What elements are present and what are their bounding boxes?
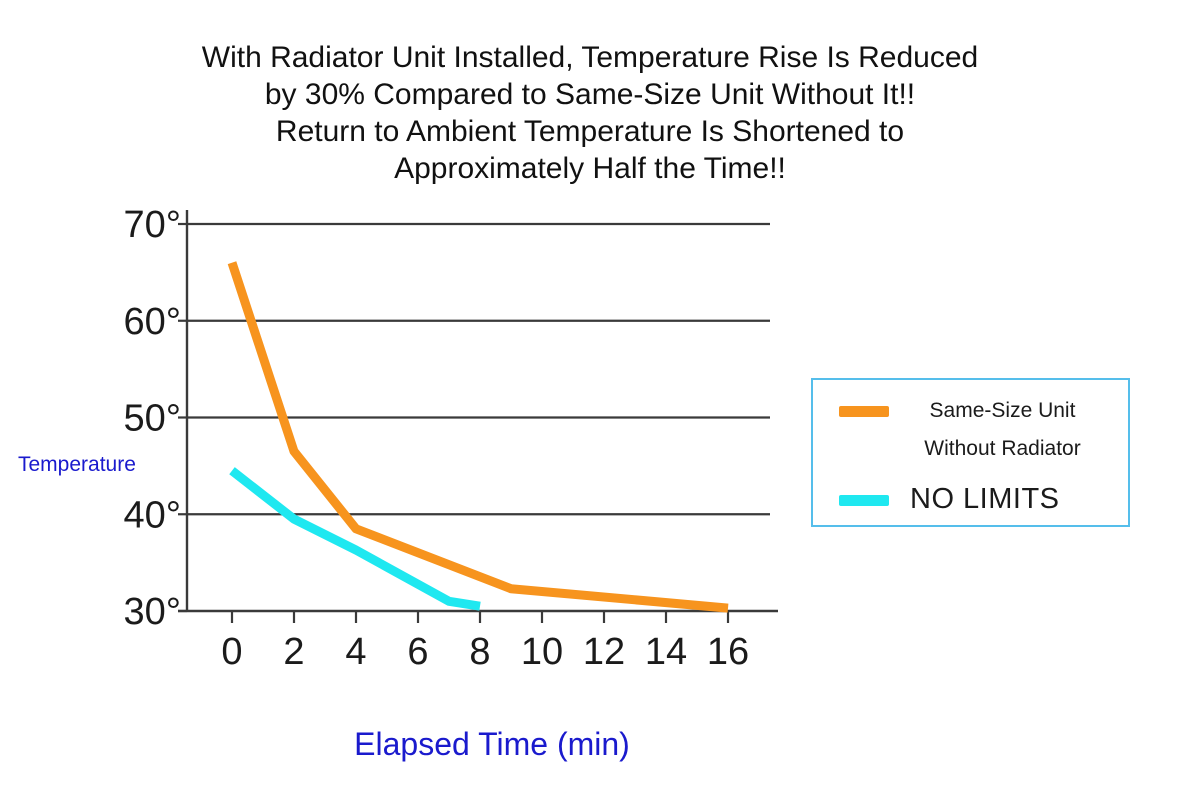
x-tick-label: 14 xyxy=(645,631,687,673)
chart-title: With Radiator Unit Installed, Temperatur… xyxy=(201,41,979,185)
x-tick-label: 4 xyxy=(345,631,366,673)
x-axis-label: Elapsed Time (min) xyxy=(354,726,630,762)
series-line-same-size-unit-without-radiator xyxy=(227,261,729,613)
legend-box: Same-Size Unit Without Radiator NO LIMIT… xyxy=(811,378,1130,527)
x-tick-label: 2 xyxy=(283,631,304,673)
legend-swatch-same-size-unit xyxy=(839,406,889,417)
x-tick-label: 0 xyxy=(221,631,242,673)
y-tick-label: 50° xyxy=(124,398,181,440)
y-tick-label: 60° xyxy=(124,301,181,343)
y-tick-label: 40° xyxy=(124,494,181,536)
y-tick-label: 30° xyxy=(124,591,181,633)
x-tick-label: 16 xyxy=(707,631,749,673)
y-axis-label: Temperature xyxy=(18,453,136,476)
series-line-no-limits xyxy=(229,467,481,611)
legend-label-no-limits: NO LIMITS xyxy=(910,483,1060,515)
y-tick-label: 70° xyxy=(124,204,181,246)
x-tick-label: 10 xyxy=(521,631,563,673)
legend-swatch-no-limits xyxy=(839,495,889,506)
legend-label-same-size-unit: Same-Size Unit Without Radiator xyxy=(924,399,1081,460)
x-tick-label: 12 xyxy=(583,631,625,673)
x-tick-label: 8 xyxy=(469,631,490,673)
x-tick-label: 6 xyxy=(407,631,428,673)
